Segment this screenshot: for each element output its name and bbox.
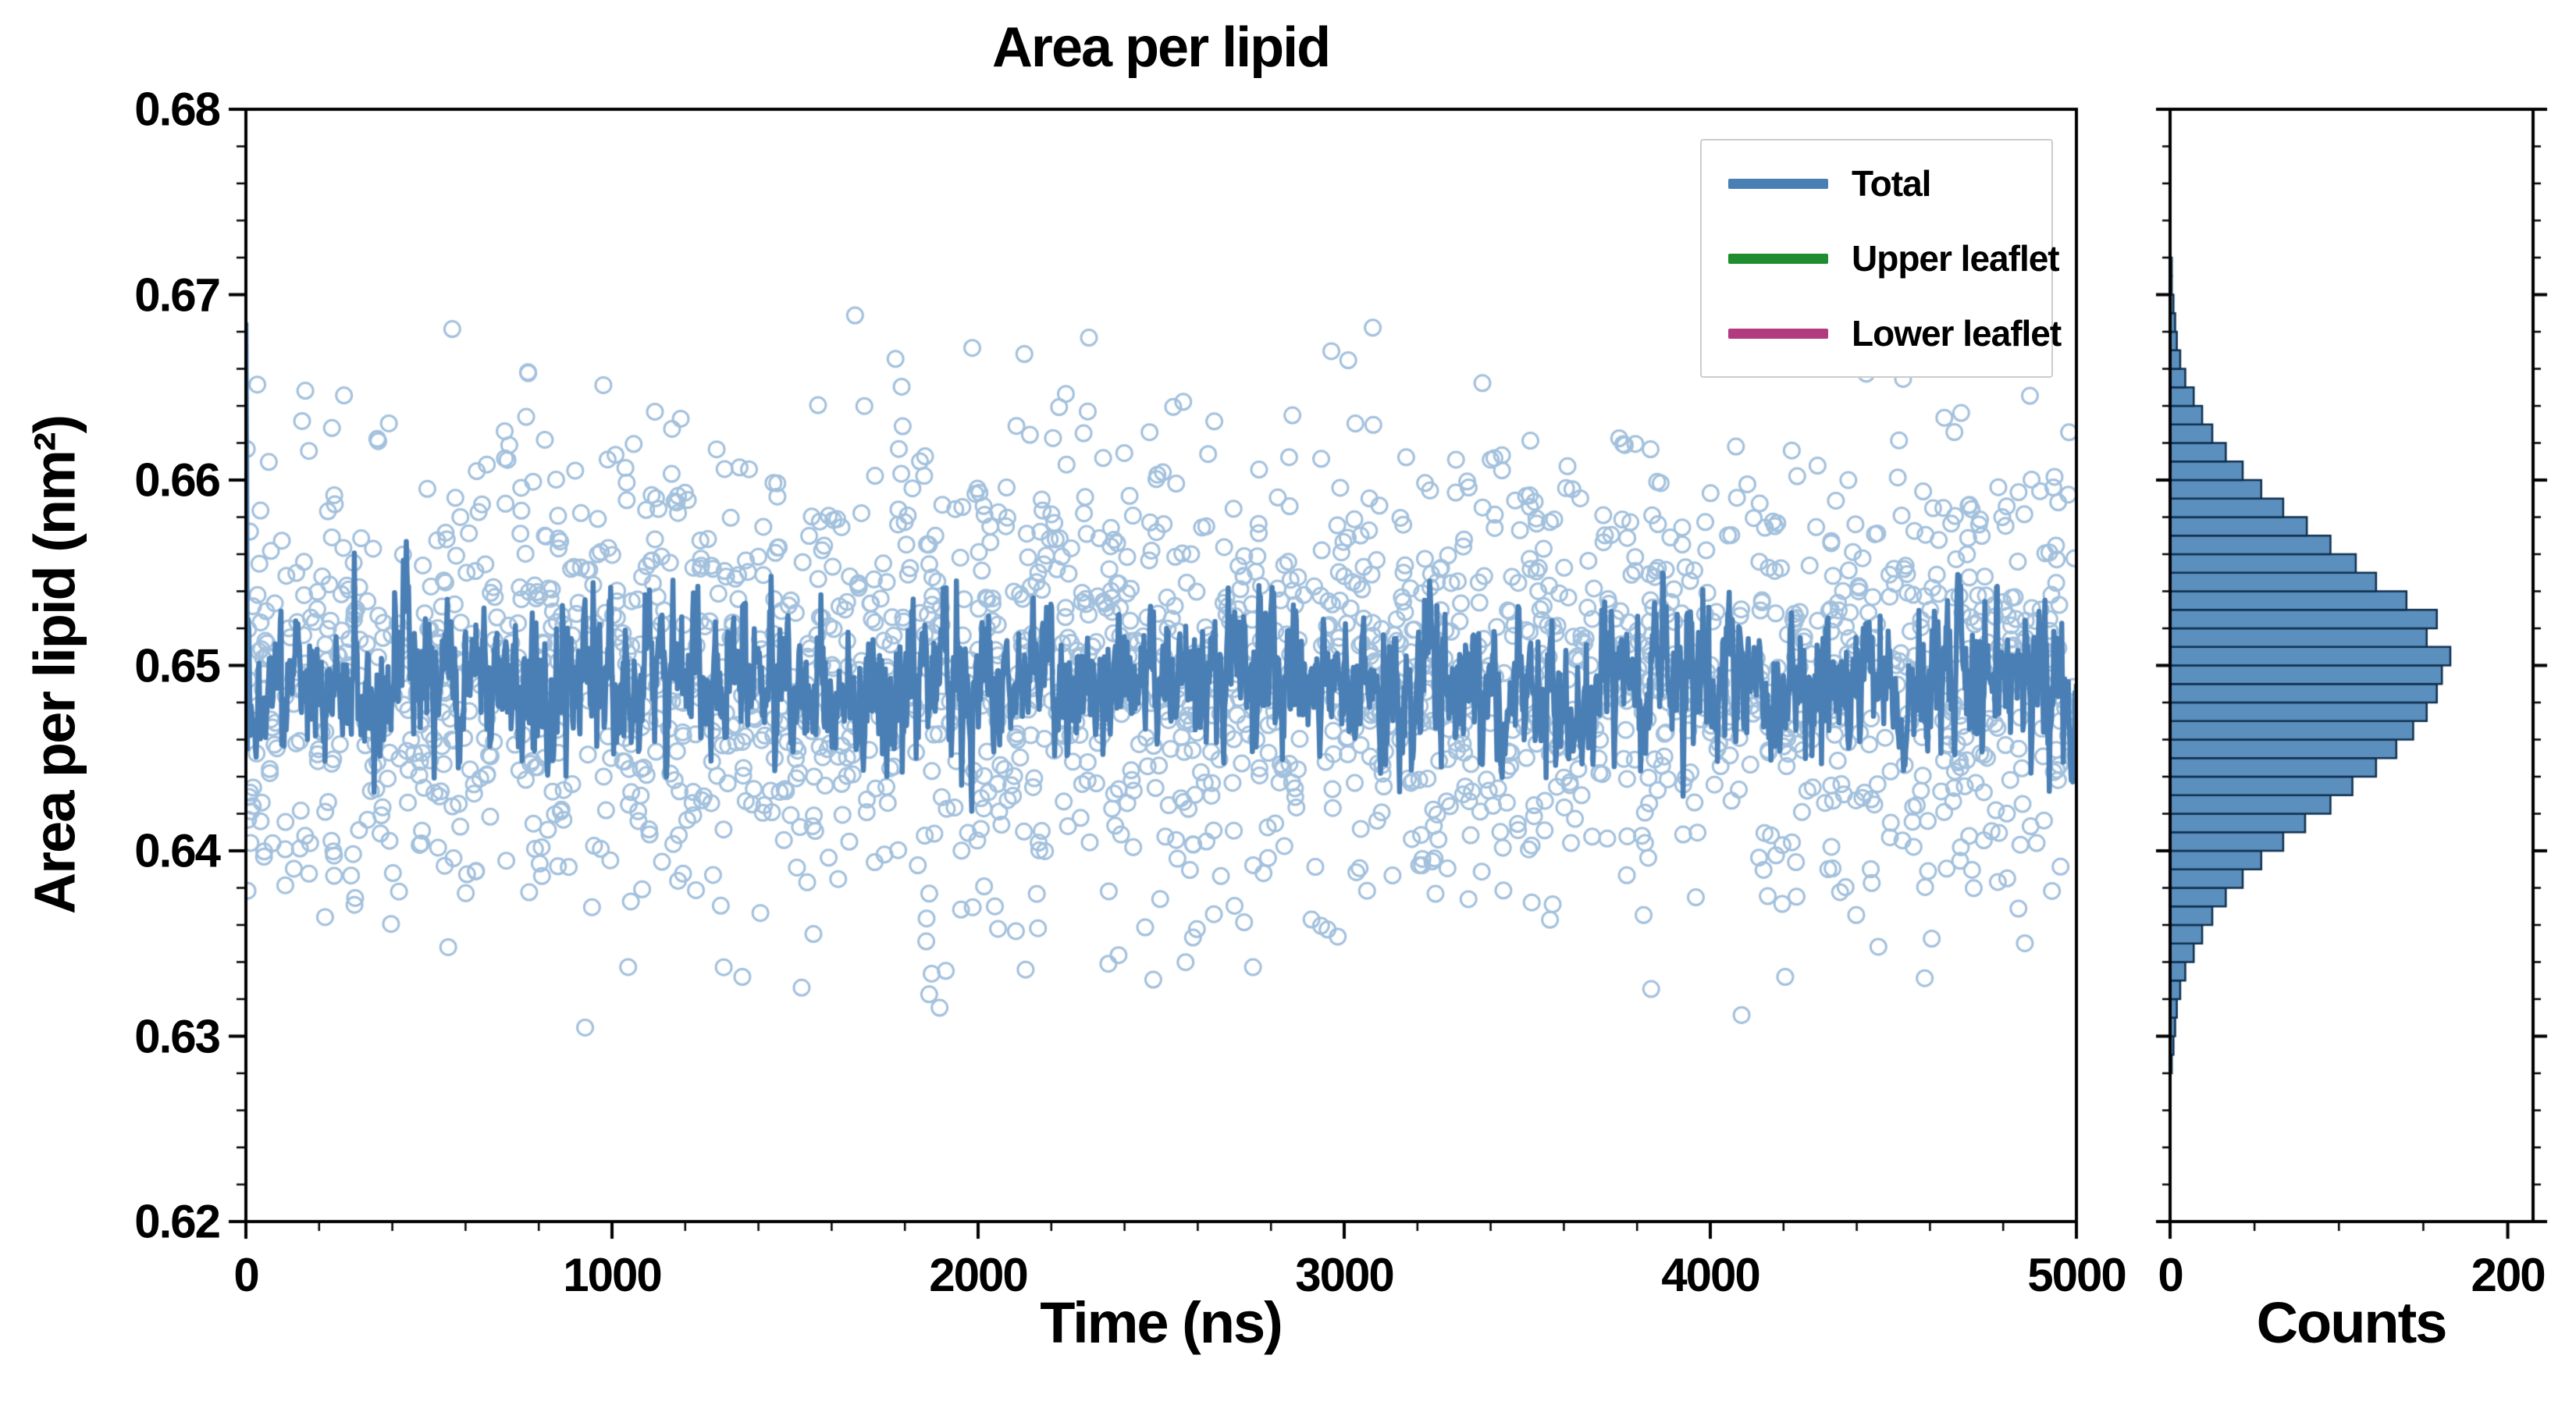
legend-swatch-upper-leaflet [1728,253,1828,264]
y-axis-label: Area per lipid (nm²) [22,415,87,915]
legend-item-lower-leaflet: Lower leaflet [1728,312,2062,354]
legend-swatch-lower-leaflet [1728,328,1828,339]
legend-swatch-total [1728,178,1828,189]
legend-item-upper-leaflet: Upper leaflet [1728,237,2060,279]
x-axis-label: Time (ns) [1040,1290,1283,1355]
legend-label-total: Total [1852,163,1931,204]
chart-title: Area per lipid [991,16,1331,79]
legend: Total Upper leaflet Lower leaflet [1700,139,2062,378]
legend-label-lower-leaflet: Lower leaflet [1852,313,2062,354]
legend-item-total: Total [1728,162,2025,205]
hist-x-axis-label: Counts [2256,1290,2448,1355]
legend-label-upper-leaflet: Upper leaflet [1852,238,2060,279]
